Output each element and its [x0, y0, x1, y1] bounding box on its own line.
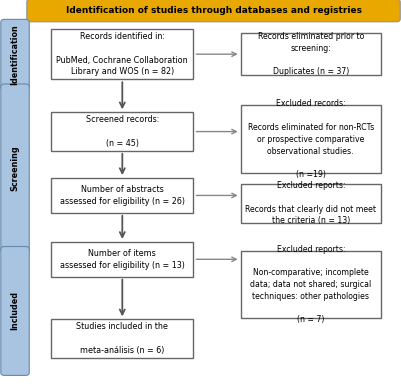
Text: Studies included in the

meta-análisis (n = 6): Studies included in the meta-análisis (n…	[76, 322, 168, 355]
Text: Excluded records:

Records eliminated for non-RCTs
or prospective comparative
ob: Excluded records: Records eliminated for…	[248, 99, 374, 179]
FancyBboxPatch shape	[1, 84, 29, 253]
FancyBboxPatch shape	[27, 0, 400, 22]
FancyBboxPatch shape	[241, 33, 381, 75]
FancyBboxPatch shape	[51, 112, 193, 151]
FancyBboxPatch shape	[241, 251, 381, 318]
Text: Screening: Screening	[10, 146, 20, 191]
Text: Excluded reports:

Non-comparative; incomplete
data; data not shared; surgical
t: Excluded reports: Non-comparative; incom…	[250, 245, 371, 324]
Text: Excluded reports:

Records that clearly did not meet
the criteria (n = 13): Excluded reports: Records that clearly d…	[245, 181, 376, 225]
Text: Screened records:

(n = 45): Screened records: (n = 45)	[86, 115, 159, 148]
Text: Records eliminated prior to
screening:

Duplicates (n = 37): Records eliminated prior to screening: D…	[258, 32, 364, 76]
Text: Number of abstracts
assessed for eligibility (n = 26): Number of abstracts assessed for eligibi…	[60, 185, 185, 206]
FancyBboxPatch shape	[51, 242, 193, 277]
Text: Records identified in:

PubMed, Cochrane Collaboration
Library and WOS (n = 82): Records identified in: PubMed, Cochrane …	[57, 32, 188, 76]
FancyBboxPatch shape	[51, 178, 193, 213]
FancyBboxPatch shape	[51, 29, 193, 79]
FancyBboxPatch shape	[51, 319, 193, 358]
FancyBboxPatch shape	[241, 105, 381, 173]
FancyBboxPatch shape	[241, 184, 381, 223]
Text: Number of items
assessed for eligibility (n = 13): Number of items assessed for eligibility…	[60, 249, 185, 270]
FancyBboxPatch shape	[1, 19, 29, 90]
FancyBboxPatch shape	[1, 247, 29, 375]
Text: Identification of studies through databases and registries: Identification of studies through databa…	[65, 6, 362, 15]
Text: Included: Included	[10, 291, 20, 330]
Text: Identification: Identification	[10, 24, 20, 85]
